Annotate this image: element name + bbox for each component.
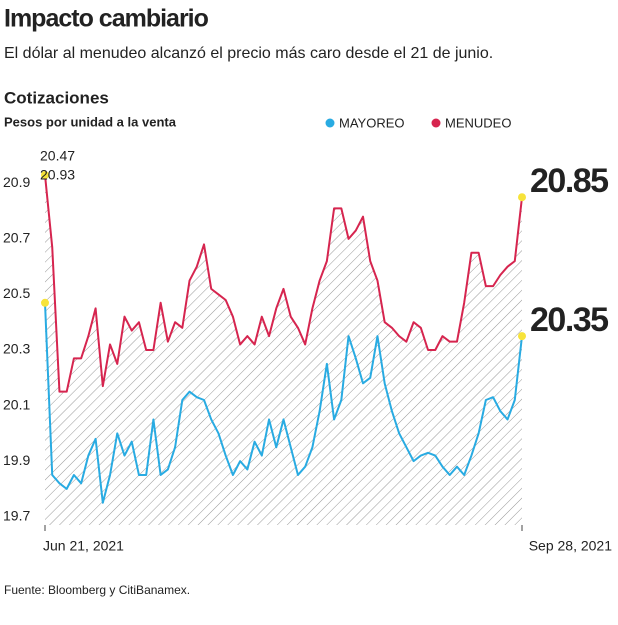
title: Impacto cambiario: [4, 5, 209, 33]
legend-label: MENUDEO: [445, 115, 511, 130]
line: [44, 174, 523, 393]
y-label: Pesos por unidad a la venta: [4, 114, 177, 129]
start-label: 20.47: [40, 148, 75, 164]
line: [44, 302, 523, 504]
end-point: [518, 193, 526, 202]
legend-label: MAYOREO: [339, 115, 405, 130]
end-label: 20.85: [530, 162, 608, 200]
end-label: 20.35: [530, 301, 608, 339]
y-tick-label: 20.9: [3, 174, 30, 190]
start-label: 20.93: [40, 167, 75, 183]
end-point: [41, 171, 49, 179]
legend-marker: [325, 118, 335, 128]
y-tick-label: 20.7: [3, 230, 30, 246]
hatched-area: [45, 175, 522, 525]
end-point: [518, 332, 526, 341]
y-tick-label: 20.1: [3, 396, 30, 412]
source: Fuente: Bloomberg y CitiBanamex.: [4, 583, 190, 597]
y-tick-label: 20.3: [3, 341, 30, 357]
end-point: [41, 298, 49, 307]
legend-marker: [431, 118, 441, 128]
x-tick-label: Jun 21, 2021: [43, 538, 124, 554]
y-tick-label: 19.7: [3, 507, 30, 523]
y-tick-label: 19.9: [3, 452, 30, 468]
subtitle: El dólar al menudeo alcanzó el precio má…: [4, 45, 493, 62]
x-tick-label: Sep 28, 2021: [529, 538, 613, 554]
chart-title: Cotizaciones: [4, 88, 109, 107]
y-tick-label: 20.5: [3, 285, 30, 301]
